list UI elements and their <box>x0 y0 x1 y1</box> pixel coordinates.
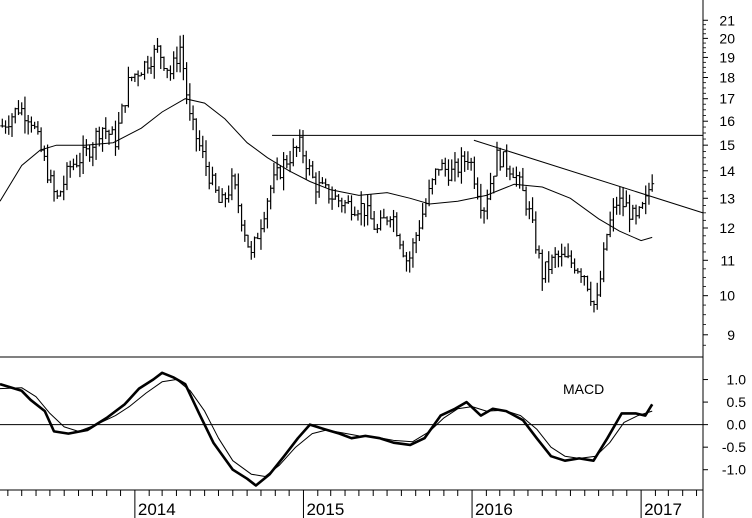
price-bars <box>0 34 655 313</box>
year-label: 2014 <box>138 500 176 518</box>
price-tick-label: 15 <box>719 137 735 153</box>
year-label: 2017 <box>644 500 682 518</box>
price-moving-average <box>0 98 653 242</box>
price-tick-label: 21 <box>719 12 735 28</box>
price-tick-label: 14 <box>719 163 735 179</box>
price-tick-label: 10 <box>719 288 735 304</box>
year-label: 2015 <box>306 500 344 518</box>
macd-panel: MACD 1.0 0.5 0.0 -0.5 -1.0 <box>0 371 746 487</box>
macd-axis: 1.0 0.5 0.0 -0.5 -1.0 <box>0 372 746 478</box>
moving-average-line <box>0 98 653 242</box>
price-tick-label: 12 <box>719 220 735 236</box>
trendline-2 <box>473 139 704 214</box>
price-tick-label: 19 <box>719 49 735 65</box>
macd-tick-label: 1.0 <box>727 372 747 388</box>
time-axis: 2014 2015 2016 2017 <box>0 489 703 518</box>
price-tick-label: 17 <box>719 91 735 107</box>
macd-tick-label: -0.5 <box>722 439 746 455</box>
macd-tick-label: 0.0 <box>727 417 747 433</box>
price-tick-label: 9 <box>727 327 735 343</box>
price-tick-label: 16 <box>719 113 735 129</box>
price-axis: 21 20 19 18 17 16 15 14 13 12 11 10 9 <box>0 0 735 518</box>
price-tick-label: 20 <box>719 30 735 46</box>
price-panel: 21 20 19 18 17 16 15 14 13 12 11 10 9 <box>0 0 735 518</box>
price-tick-label: 18 <box>719 69 735 85</box>
macd-annotation: MACD <box>563 381 604 397</box>
year-label: 2016 <box>475 500 513 518</box>
macd-tick-label: 0.5 <box>727 394 747 410</box>
macd-lines: MACD <box>0 371 654 487</box>
macd-tick-label: -1.0 <box>722 462 746 478</box>
macd-series-1 <box>0 371 654 487</box>
price-tick-label: 11 <box>720 252 735 268</box>
price-tick-label: 13 <box>719 190 735 206</box>
price-trendlines <box>272 134 704 214</box>
macd-series-2 <box>0 379 653 477</box>
